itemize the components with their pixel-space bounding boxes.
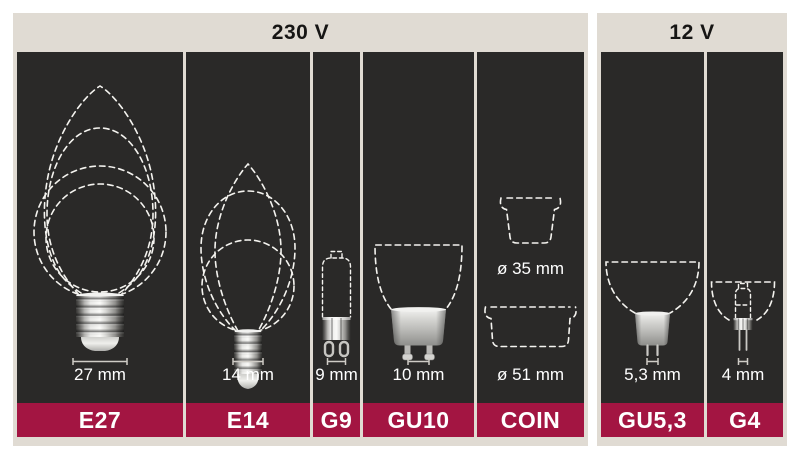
gu10-pin-left xyxy=(402,345,413,361)
voltage-header-12v: 12 V xyxy=(669,20,715,44)
e14-candle-outline xyxy=(214,162,282,332)
g4-name-badge: G4 xyxy=(707,403,783,437)
e14-screw-base xyxy=(234,329,262,389)
socket-column-gu10: 10 mm GU10 xyxy=(363,52,474,437)
socket-overview: 230 V 27 mm xyxy=(13,13,787,446)
g9-pin-loop-left xyxy=(323,340,335,358)
g9-bulb-diagram: 9 mm xyxy=(315,250,358,384)
g4-nub-outline xyxy=(737,282,749,289)
socket-column-gu53: 5,3 mm GU5,3 xyxy=(601,52,704,437)
coin-large-outline xyxy=(484,306,577,348)
g4-measure-line xyxy=(737,358,749,365)
socket-column-e14: 14 mm E14 xyxy=(186,52,310,437)
gu53-bulb-diagram: 5,3 mm xyxy=(605,261,700,384)
coin-name-badge: COIN xyxy=(477,403,584,437)
socket-column-g9: 9 mm G9 xyxy=(313,52,360,437)
e14-round-outline xyxy=(201,239,295,333)
e14-size-label: 14 mm xyxy=(222,365,274,384)
g4-base xyxy=(733,318,753,351)
coin-diagram: ø 35 mm ø 51 mm xyxy=(484,197,577,384)
e27-size-label: 27 mm xyxy=(74,365,126,384)
g9-size-label: 9 mm xyxy=(315,365,358,384)
voltage-header-230v: 230 V xyxy=(271,20,330,44)
g9-name-badge: G9 xyxy=(313,403,360,437)
gu10-base xyxy=(391,307,446,361)
coin-large-size-label: ø 51 mm xyxy=(497,365,564,384)
gu10-measure-line xyxy=(407,358,430,365)
g4-size-label: 4 mm xyxy=(722,365,765,384)
gu10-reflector-outline xyxy=(374,244,463,310)
gu53-size-label: 5,3 mm xyxy=(624,365,681,384)
gu10-size-label: 10 mm xyxy=(393,365,445,384)
gu53-reflector-outline xyxy=(605,261,700,314)
group-230v-columns: 27 mm E27 1 xyxy=(17,52,584,437)
e27-name-badge: E27 xyxy=(17,403,183,437)
gu10-bulb-diagram: 10 mm xyxy=(374,244,463,384)
g9-base xyxy=(322,317,351,358)
e14-measure-line xyxy=(232,358,264,365)
socket-column-e27: 27 mm E27 xyxy=(17,52,183,437)
group-230v: 230 V 27 mm xyxy=(13,13,588,446)
coin-small-outline xyxy=(499,197,562,244)
g4-bulb-diagram: 4 mm xyxy=(710,281,776,384)
gu10-name-badge: GU10 xyxy=(363,403,474,437)
g9-measure-line xyxy=(326,358,347,365)
coin-small-size-label: ø 35 mm xyxy=(497,259,564,278)
gu10-pin-right xyxy=(424,345,435,361)
group-12v-columns: 5,3 mm GU5,3 xyxy=(601,52,783,437)
group-12v: 12 V 5,3 mm GU5,3 xyxy=(597,13,787,446)
e27-pear-outline xyxy=(43,85,157,294)
socket-column-coin: ø 35 mm ø 51 mm COIN xyxy=(477,52,584,437)
e27-bulb-diagram: 27 mm xyxy=(33,85,167,384)
gu53-measure-line xyxy=(646,358,659,365)
g9-capsule-outline xyxy=(321,257,352,318)
e14-bulb-diagram: 14 mm xyxy=(200,162,296,389)
g9-pin-loop-right xyxy=(338,340,350,358)
gu53-name-badge: GU5,3 xyxy=(601,403,704,437)
e27-screw-base xyxy=(76,292,124,351)
e27-globe-large-outline xyxy=(33,165,167,299)
gu53-base xyxy=(635,311,670,357)
g4-reflector-outline xyxy=(710,281,776,321)
g9-nub-outline xyxy=(330,250,343,259)
g4-capsule-outline xyxy=(734,287,752,319)
socket-column-g4: 4 mm G4 xyxy=(707,52,783,437)
e14-name-badge: E14 xyxy=(186,403,310,437)
e27-measure-line xyxy=(72,358,128,365)
e27-globe-small-outline xyxy=(45,183,155,293)
e14-drop-outline xyxy=(200,190,296,332)
e27-classic-outline xyxy=(46,127,154,296)
